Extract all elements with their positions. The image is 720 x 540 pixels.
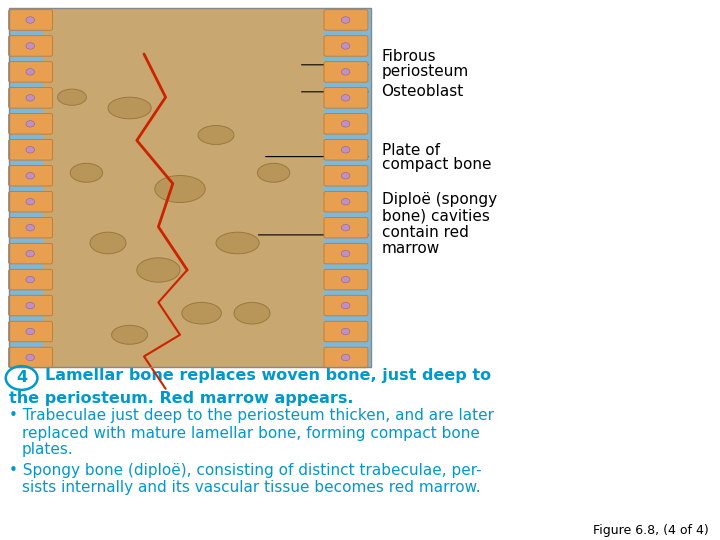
FancyBboxPatch shape xyxy=(9,218,53,238)
Ellipse shape xyxy=(26,120,35,127)
Text: • Spongy bone (diploë), consisting of distinct trabeculae, per-: • Spongy bone (diploë), consisting of di… xyxy=(9,463,481,478)
FancyBboxPatch shape xyxy=(9,165,53,186)
Ellipse shape xyxy=(341,69,350,75)
Ellipse shape xyxy=(181,302,222,324)
Ellipse shape xyxy=(70,163,102,182)
Ellipse shape xyxy=(198,126,234,144)
FancyBboxPatch shape xyxy=(43,8,324,367)
FancyBboxPatch shape xyxy=(324,10,368,30)
Ellipse shape xyxy=(26,146,35,153)
Text: Plate of: Plate of xyxy=(382,143,440,158)
Ellipse shape xyxy=(108,97,151,119)
FancyBboxPatch shape xyxy=(9,8,43,367)
Ellipse shape xyxy=(341,120,350,127)
Ellipse shape xyxy=(155,176,205,202)
FancyBboxPatch shape xyxy=(324,113,368,134)
Ellipse shape xyxy=(58,89,86,105)
Ellipse shape xyxy=(341,225,350,231)
Text: marrow: marrow xyxy=(382,241,440,256)
Ellipse shape xyxy=(26,17,35,23)
Ellipse shape xyxy=(234,302,270,324)
Ellipse shape xyxy=(90,232,126,254)
FancyBboxPatch shape xyxy=(9,87,53,108)
Text: Lamellar bone replaces woven bone, just deep to: Lamellar bone replaces woven bone, just … xyxy=(45,368,491,383)
FancyBboxPatch shape xyxy=(9,244,53,264)
FancyBboxPatch shape xyxy=(9,113,53,134)
Ellipse shape xyxy=(258,163,289,182)
Text: bone) cavities: bone) cavities xyxy=(382,208,490,224)
FancyBboxPatch shape xyxy=(9,192,53,212)
Text: 4: 4 xyxy=(16,370,27,386)
Ellipse shape xyxy=(112,325,148,345)
Ellipse shape xyxy=(26,328,35,335)
Text: replaced with mature lamellar bone, forming compact bone: replaced with mature lamellar bone, form… xyxy=(22,426,480,441)
Ellipse shape xyxy=(216,232,259,254)
Ellipse shape xyxy=(341,276,350,283)
FancyBboxPatch shape xyxy=(9,36,53,56)
FancyBboxPatch shape xyxy=(324,295,368,316)
Ellipse shape xyxy=(26,276,35,283)
Ellipse shape xyxy=(26,172,35,179)
Ellipse shape xyxy=(137,258,180,282)
Ellipse shape xyxy=(26,43,35,49)
Ellipse shape xyxy=(26,199,35,205)
Text: compact bone: compact bone xyxy=(382,157,491,172)
FancyBboxPatch shape xyxy=(9,139,53,160)
Ellipse shape xyxy=(341,146,350,153)
Ellipse shape xyxy=(341,302,350,309)
FancyBboxPatch shape xyxy=(324,165,368,186)
FancyBboxPatch shape xyxy=(324,36,368,56)
Text: Osteoblast: Osteoblast xyxy=(382,84,464,99)
Ellipse shape xyxy=(26,251,35,257)
Text: periosteum: periosteum xyxy=(382,64,469,79)
FancyBboxPatch shape xyxy=(324,347,368,368)
Ellipse shape xyxy=(341,43,350,49)
FancyBboxPatch shape xyxy=(9,295,53,316)
Ellipse shape xyxy=(26,354,35,361)
FancyBboxPatch shape xyxy=(9,62,53,82)
Text: • Trabeculae just deep to the periosteum thicken, and are later: • Trabeculae just deep to the periosteum… xyxy=(9,408,494,423)
Ellipse shape xyxy=(341,199,350,205)
FancyBboxPatch shape xyxy=(324,192,368,212)
Ellipse shape xyxy=(341,94,350,101)
Ellipse shape xyxy=(341,172,350,179)
Text: plates.: plates. xyxy=(22,442,73,457)
Text: Figure 6.8, (4 of 4): Figure 6.8, (4 of 4) xyxy=(593,524,709,537)
Text: Diploë (spongy: Diploë (spongy xyxy=(382,192,497,207)
FancyBboxPatch shape xyxy=(324,321,368,342)
Ellipse shape xyxy=(26,94,35,101)
Text: contain red: contain red xyxy=(382,225,469,240)
FancyBboxPatch shape xyxy=(9,269,53,290)
Ellipse shape xyxy=(341,328,350,335)
FancyBboxPatch shape xyxy=(324,8,371,367)
FancyBboxPatch shape xyxy=(324,139,368,160)
FancyBboxPatch shape xyxy=(324,244,368,264)
FancyBboxPatch shape xyxy=(9,347,53,368)
FancyBboxPatch shape xyxy=(9,321,53,342)
Ellipse shape xyxy=(341,17,350,23)
FancyBboxPatch shape xyxy=(9,8,371,367)
Ellipse shape xyxy=(26,302,35,309)
FancyBboxPatch shape xyxy=(324,218,368,238)
Ellipse shape xyxy=(26,225,35,231)
FancyBboxPatch shape xyxy=(324,87,368,108)
Text: Fibrous: Fibrous xyxy=(382,49,436,64)
FancyBboxPatch shape xyxy=(324,62,368,82)
FancyBboxPatch shape xyxy=(9,10,53,30)
Ellipse shape xyxy=(341,251,350,257)
Text: sists internally and its vascular tissue becomes red marrow.: sists internally and its vascular tissue… xyxy=(22,480,480,495)
Ellipse shape xyxy=(26,69,35,75)
Text: the periosteum. Red marrow appears.: the periosteum. Red marrow appears. xyxy=(9,391,353,406)
FancyBboxPatch shape xyxy=(324,269,368,290)
Ellipse shape xyxy=(341,354,350,361)
